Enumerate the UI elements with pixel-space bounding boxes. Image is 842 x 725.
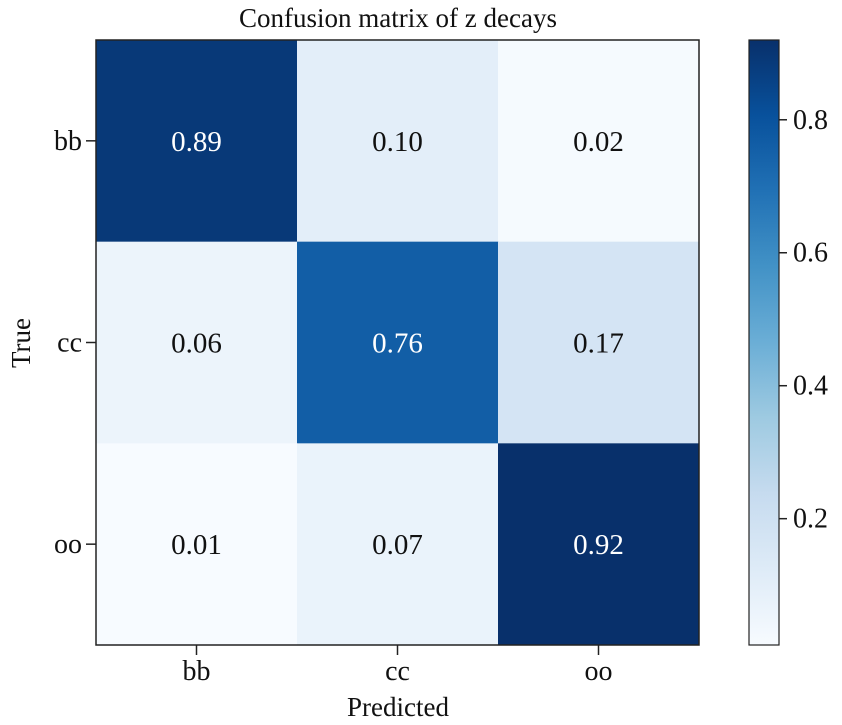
- heatmap-cell: [297, 40, 499, 243]
- x-tick-label: oo: [585, 656, 613, 687]
- heatmap-cell: [498, 443, 700, 646]
- x-axis-ticks: bb cc oo: [183, 645, 613, 687]
- colorbar-tick-label: 0.6: [793, 238, 828, 269]
- heatmap-cell-labels: 0.89 0.10 0.02 0.06 0.76 0.17 0.01 0.07 0.92: [171, 126, 624, 561]
- colorbar-ticks: 0.2 0.4 0.6 0.8: [779, 105, 828, 535]
- cell-value-label: 0.01: [171, 529, 222, 561]
- cell-value-label: 0.89: [171, 126, 222, 158]
- colorbar-tick-label: 0.4: [793, 371, 828, 402]
- y-tick-label: cc: [57, 328, 82, 359]
- heatmap-cell: [297, 241, 499, 444]
- heatmap-cell: [498, 40, 700, 243]
- cell-value-label: 0.92: [573, 529, 624, 561]
- colorbar-tick-label: 0.8: [793, 105, 828, 136]
- heatmap-cells: [96, 40, 700, 646]
- y-tick-label: bb: [54, 126, 82, 157]
- colorbar: [748, 39, 780, 646]
- heatmap-cell: [96, 443, 298, 646]
- cell-value-label: 0.10: [372, 126, 423, 158]
- heatmap-cell: [96, 40, 298, 243]
- heatmap-cell: [498, 241, 700, 444]
- x-tick-label: bb: [183, 656, 211, 687]
- cell-value-label: 0.06: [171, 328, 222, 360]
- y-tick-label: oo: [54, 529, 82, 560]
- y-axis-label: True: [6, 318, 36, 368]
- cell-value-label: 0.76: [372, 328, 423, 360]
- y-axis-ticks: bb cc oo: [54, 126, 96, 560]
- chart-title: Confusion matrix of z decays: [239, 3, 557, 33]
- x-axis-label: Predicted: [347, 692, 449, 722]
- heatmap-cell: [297, 443, 499, 646]
- cell-value-label: 0.02: [573, 126, 624, 158]
- cell-value-label: 0.17: [573, 328, 624, 360]
- colorbar-tick-label: 0.2: [793, 504, 828, 535]
- cell-value-label: 0.07: [372, 529, 423, 561]
- x-tick-label: cc: [385, 656, 410, 687]
- heatmap-cell: [96, 241, 298, 444]
